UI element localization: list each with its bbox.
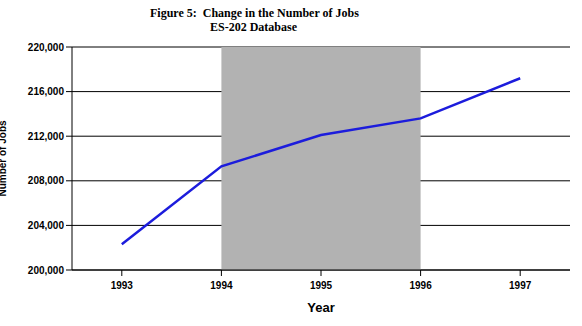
svg-text:1993: 1993 <box>111 280 134 291</box>
svg-text:216,000: 216,000 <box>28 86 65 97</box>
svg-text:200,000: 200,000 <box>28 265 65 276</box>
svg-text:212,000: 212,000 <box>28 131 65 142</box>
svg-text:204,000: 204,000 <box>28 220 65 231</box>
svg-text:1995: 1995 <box>310 280 333 291</box>
svg-text:1994: 1994 <box>210 280 233 291</box>
html-text:Figure 5: Change in the Number: Figure 5: Change in the Number of Jobs <box>150 6 359 20</box>
svg-text:1997: 1997 <box>509 280 532 291</box>
svg-text:220,000: 220,000 <box>28 42 65 53</box>
svg-text:208,000: 208,000 <box>28 175 65 186</box>
html-text:ES-202 Database: ES-202 Database <box>210 20 297 34</box>
svg-text:Year: Year <box>307 300 334 315</box>
svg-text:1996: 1996 <box>409 280 432 291</box>
